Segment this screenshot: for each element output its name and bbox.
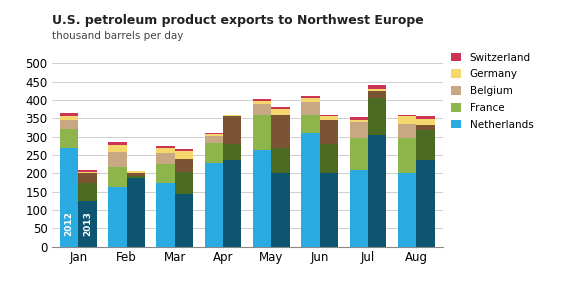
Bar <box>301 102 320 115</box>
Bar <box>108 187 126 247</box>
Bar <box>253 101 271 104</box>
Bar <box>271 115 290 148</box>
Bar <box>205 136 223 143</box>
Legend: Switzerland, Germany, Belgium, France, Netherlands: Switzerland, Germany, Belgium, France, N… <box>447 49 538 134</box>
Bar <box>108 145 126 152</box>
Bar <box>175 193 193 247</box>
Bar <box>398 124 416 138</box>
Bar <box>271 148 290 173</box>
Bar <box>320 115 338 117</box>
Bar <box>350 117 368 120</box>
Bar <box>368 91 386 98</box>
Bar <box>60 148 78 247</box>
Bar <box>175 172 193 193</box>
Bar <box>350 170 368 247</box>
Bar <box>368 135 386 247</box>
Bar <box>60 120 78 129</box>
Bar <box>320 120 338 144</box>
Bar <box>368 85 386 89</box>
Bar <box>416 119 435 125</box>
Bar <box>205 134 223 136</box>
Bar <box>320 173 338 247</box>
Bar <box>271 107 290 109</box>
Bar <box>350 120 368 122</box>
Bar <box>78 173 97 183</box>
Bar <box>301 96 320 98</box>
Bar <box>78 201 97 247</box>
Bar <box>350 138 368 170</box>
Bar <box>320 117 338 120</box>
Bar <box>156 146 175 148</box>
Text: U.S. petroleum product exports to Northwest Europe: U.S. petroleum product exports to Northw… <box>52 14 424 27</box>
Bar <box>398 115 416 117</box>
Bar <box>253 99 271 101</box>
Bar <box>223 144 241 160</box>
Bar <box>108 167 126 187</box>
Bar <box>126 171 145 172</box>
Bar <box>60 113 78 117</box>
Bar <box>416 160 435 247</box>
Bar <box>126 172 145 176</box>
Bar <box>253 150 271 247</box>
Bar <box>78 183 97 201</box>
Bar <box>416 130 435 160</box>
Bar <box>78 170 97 172</box>
Bar <box>205 163 223 247</box>
Bar <box>350 122 368 138</box>
Bar <box>156 148 175 153</box>
Bar <box>108 152 126 167</box>
Text: 2012: 2012 <box>64 211 74 236</box>
Bar <box>60 129 78 148</box>
Bar <box>156 153 175 164</box>
Bar <box>368 89 386 91</box>
Bar <box>126 176 145 178</box>
Bar <box>398 138 416 173</box>
Bar <box>156 164 175 183</box>
Bar <box>301 115 320 133</box>
Bar <box>398 117 416 124</box>
Bar <box>368 98 386 135</box>
Bar <box>398 173 416 247</box>
Bar <box>253 104 271 115</box>
Text: 2013: 2013 <box>83 211 92 236</box>
Bar <box>175 159 193 172</box>
Bar <box>271 109 290 115</box>
Bar <box>223 117 241 144</box>
Bar <box>301 98 320 102</box>
Bar <box>156 183 175 247</box>
Bar <box>60 117 78 120</box>
Bar <box>205 143 223 163</box>
Bar <box>320 144 338 173</box>
Bar <box>271 173 290 247</box>
Bar <box>253 115 271 150</box>
Bar <box>416 117 435 119</box>
Bar <box>416 125 435 130</box>
Bar <box>223 115 241 117</box>
Text: thousand barrels per day: thousand barrels per day <box>52 31 183 41</box>
Bar <box>78 172 97 173</box>
Bar <box>126 178 145 247</box>
Bar <box>223 160 241 247</box>
Bar <box>108 142 126 145</box>
Bar <box>301 133 320 247</box>
Bar <box>205 133 223 134</box>
Bar <box>175 151 193 159</box>
Bar <box>175 150 193 151</box>
